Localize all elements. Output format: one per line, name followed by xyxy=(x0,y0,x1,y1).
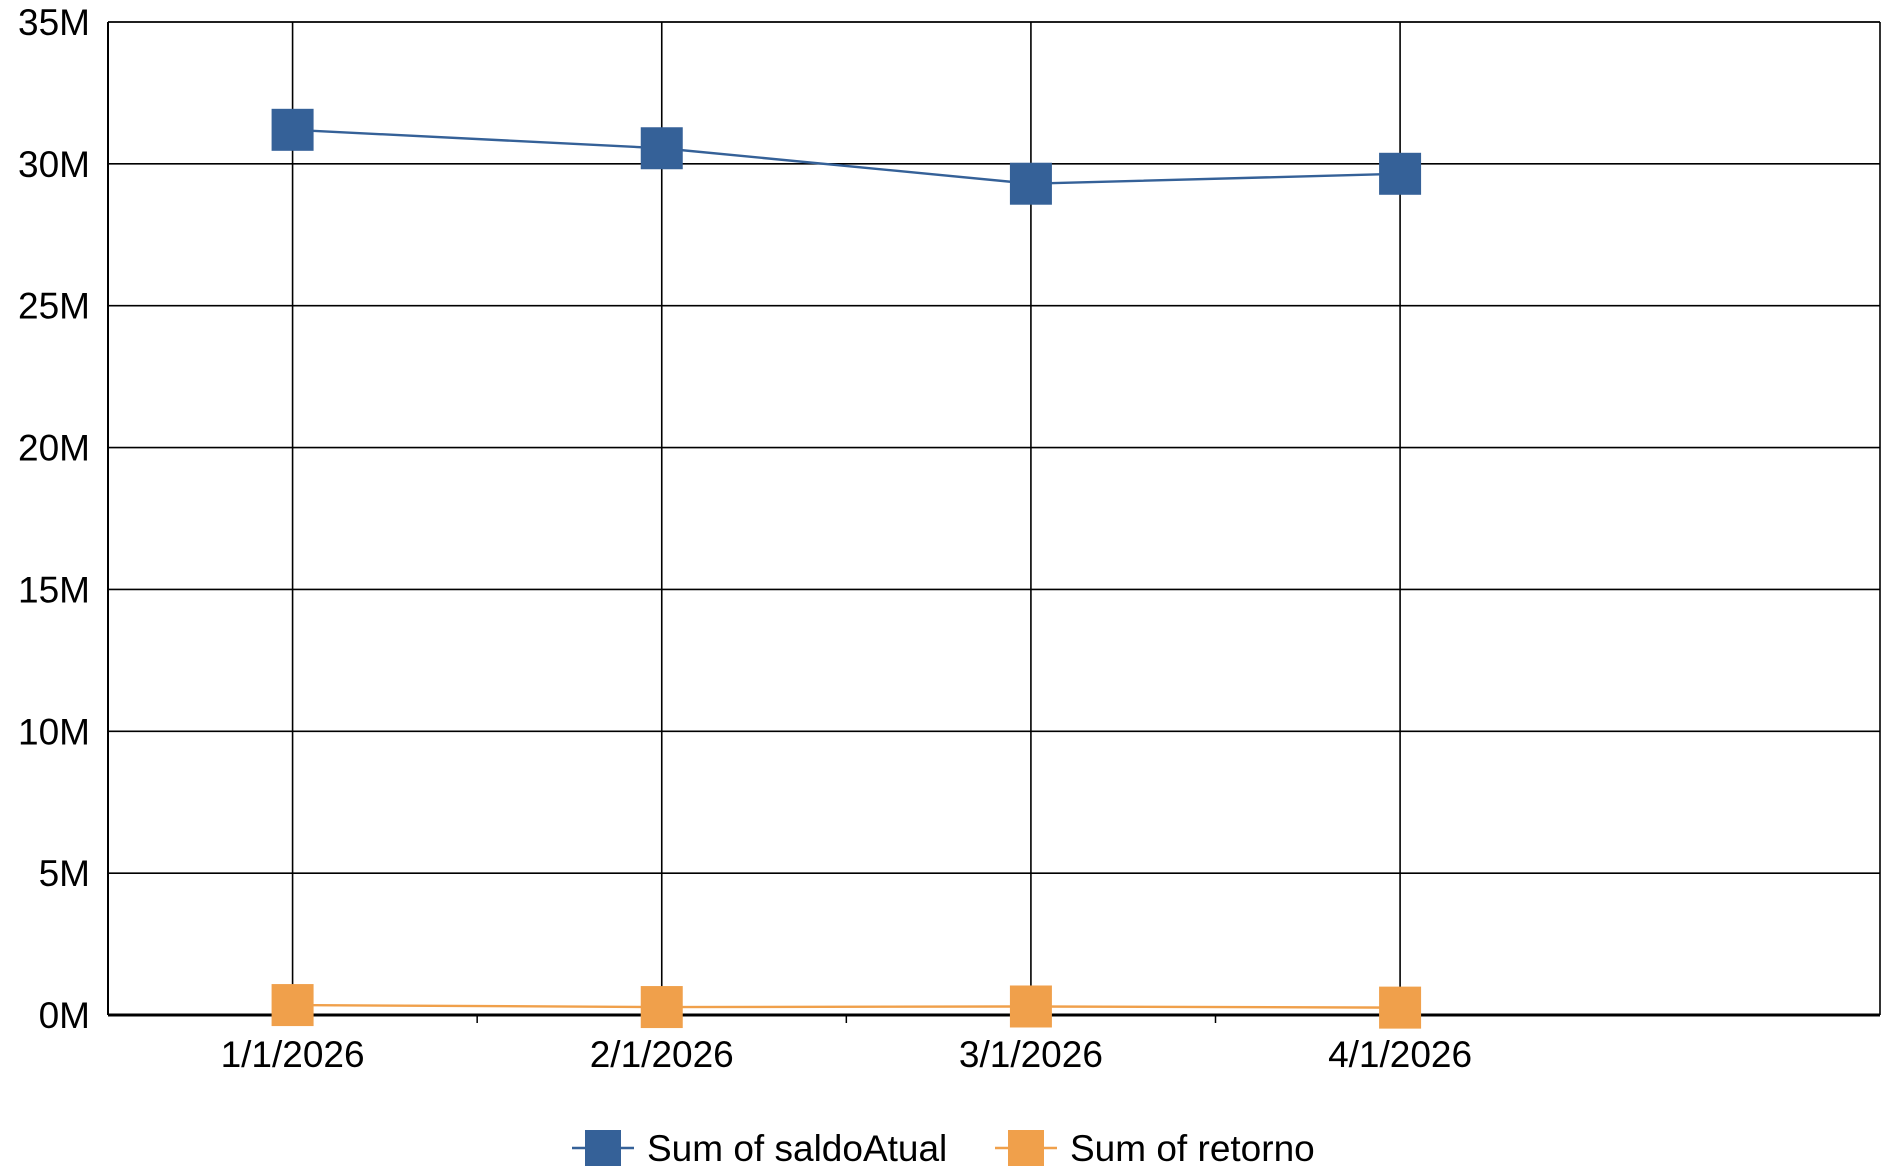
data-point-marker[interactable] xyxy=(1009,985,1052,1028)
data-point-marker[interactable] xyxy=(1379,986,1422,1029)
legend-marker xyxy=(1008,1130,1044,1166)
y-tick-label: 0M xyxy=(39,995,90,1036)
x-tick-label: 1/1/2026 xyxy=(221,1034,365,1075)
legend: Sum of saldoAtual Sum of retorno xyxy=(572,1128,1315,1169)
data-point-marker[interactable] xyxy=(640,986,683,1029)
data-point-marker[interactable] xyxy=(1009,162,1052,205)
gridlines xyxy=(108,21,1880,1015)
x-tick-label: 2/1/2026 xyxy=(590,1034,734,1075)
data-point-marker[interactable] xyxy=(1379,152,1422,195)
series-group xyxy=(271,108,1422,1029)
y-tick-label: 10M xyxy=(18,711,90,752)
series-line-0 xyxy=(292,128,1401,185)
x-tick-label: 3/1/2026 xyxy=(959,1034,1103,1075)
data-point-marker[interactable] xyxy=(271,108,314,151)
x-tick-label: 4/1/2026 xyxy=(1328,1034,1472,1075)
axes: 0M 5M 10M 15M 20M 25M 30M 35M 1/1/2026 2/1/2026 3/… xyxy=(18,2,1881,1075)
y-tick-label: 20M xyxy=(18,428,90,469)
y-tick-label: 25M xyxy=(18,286,90,327)
data-point-marker[interactable] xyxy=(640,127,683,170)
legend-marker xyxy=(585,1130,621,1166)
legend-label: Sum of retorno xyxy=(1070,1128,1315,1169)
y-tick-label: 15M xyxy=(18,569,90,610)
y-tick-label: 30M xyxy=(18,144,90,185)
series-line-1 xyxy=(292,1003,1401,1009)
y-tick-label: 35M xyxy=(18,2,90,43)
data-point-marker[interactable] xyxy=(271,984,314,1027)
y-tick-label: 5M xyxy=(39,853,90,894)
legend-label: Sum of saldoAtual xyxy=(647,1128,947,1169)
